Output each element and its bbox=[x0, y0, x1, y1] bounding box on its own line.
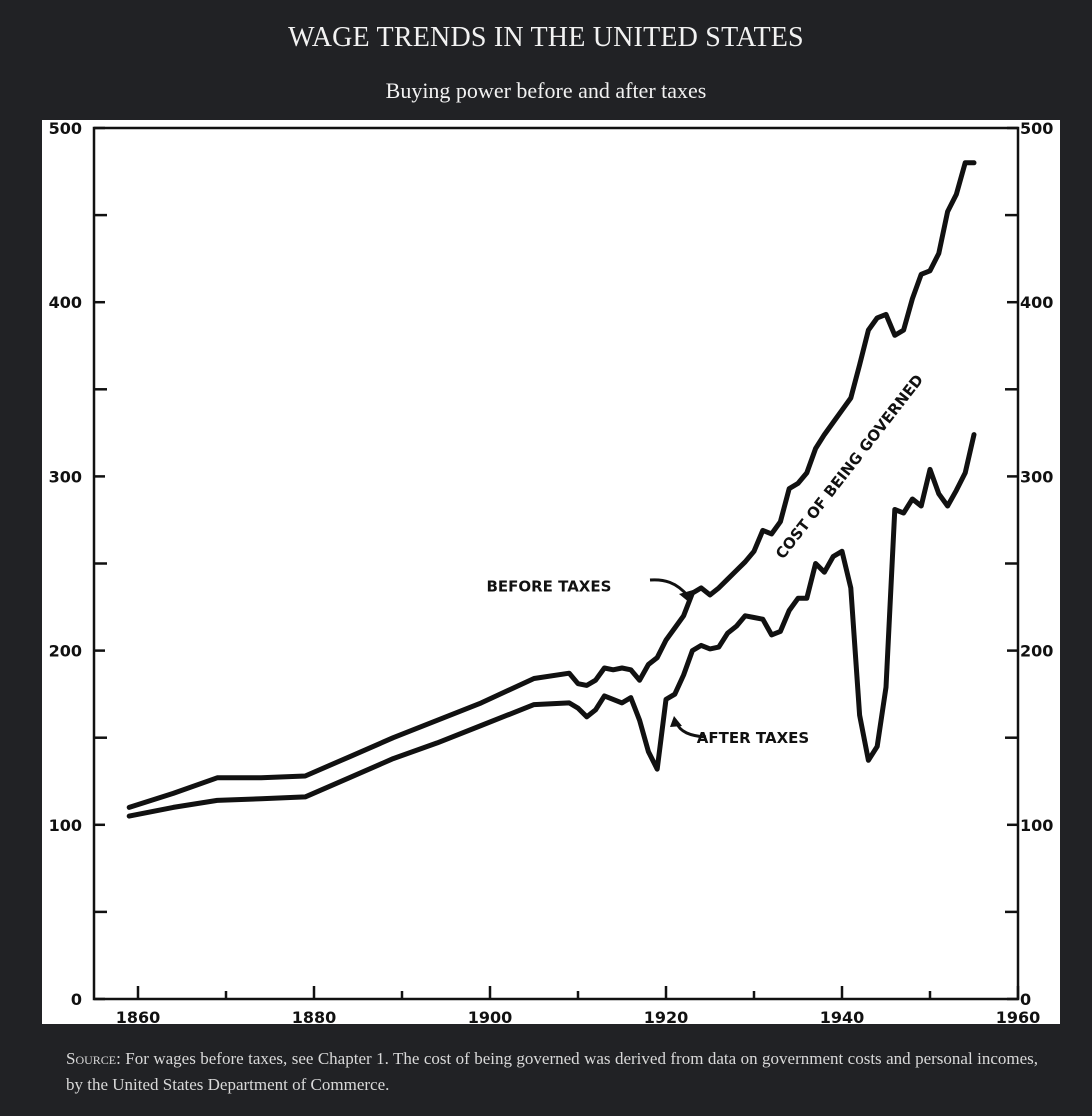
x-tick-label: 1900 bbox=[468, 1008, 513, 1024]
series-lines bbox=[126, 160, 977, 819]
x-tick-label: 1960 bbox=[996, 1008, 1041, 1024]
y-tick-label-left: 500 bbox=[49, 120, 82, 138]
y-tick-label-left: 300 bbox=[49, 467, 82, 486]
source-note: Source: For wages before taxes, see Chap… bbox=[66, 1046, 1038, 1098]
y-tick-label-left: 0 bbox=[71, 990, 82, 1009]
y-tick-label-left: 400 bbox=[49, 293, 82, 312]
y-tick-label-right: 0 bbox=[1020, 990, 1031, 1009]
y-tick-label-right: 500 bbox=[1020, 120, 1053, 138]
page-subtitle: Buying power before and after taxes bbox=[385, 78, 707, 103]
x-tick-label: 1940 bbox=[820, 1008, 865, 1024]
y-tick-label-right: 200 bbox=[1020, 642, 1053, 661]
source-text: For wages before taxes, see Chapter 1. T… bbox=[66, 1049, 1038, 1094]
x-tick-label: 1860 bbox=[116, 1008, 161, 1024]
arrowhead-before-taxes bbox=[679, 590, 693, 603]
y-tick-label-left: 200 bbox=[49, 642, 82, 661]
source-label: Source: bbox=[66, 1049, 121, 1068]
series-line-after-taxes bbox=[126, 432, 977, 819]
arrowhead-after-taxes bbox=[670, 716, 682, 727]
series-line-before-taxes bbox=[126, 160, 977, 810]
y-tick-label-left: 100 bbox=[49, 816, 82, 835]
annotation-after-taxes: AFTER TAXES bbox=[697, 729, 809, 747]
plot-frame bbox=[92, 126, 1020, 1001]
wage-trends-line-chart: 0 100 200 300 400 500 0 100 200 300 400 500 1860 1880… bbox=[49, 120, 1054, 1024]
y-tick-label-right: 300 bbox=[1020, 467, 1053, 486]
x-tick-label: 1880 bbox=[292, 1008, 337, 1024]
y-tick-label-right: 400 bbox=[1020, 293, 1053, 312]
page-title: WAGE TRENDS IN THE UNITED STATES bbox=[288, 22, 804, 53]
annotation-before-taxes: BEFORE TAXES bbox=[486, 577, 611, 595]
x-tick-label: 1920 bbox=[644, 1008, 689, 1024]
chart-panel: 0 100 200 300 400 500 0 100 200 300 400 500 1860 1880… bbox=[42, 120, 1060, 1024]
y-tick-label-right: 100 bbox=[1020, 816, 1053, 835]
axis-ticks: 0 100 200 300 400 500 0 100 200 300 400 500 1860 1880… bbox=[49, 120, 1054, 1024]
